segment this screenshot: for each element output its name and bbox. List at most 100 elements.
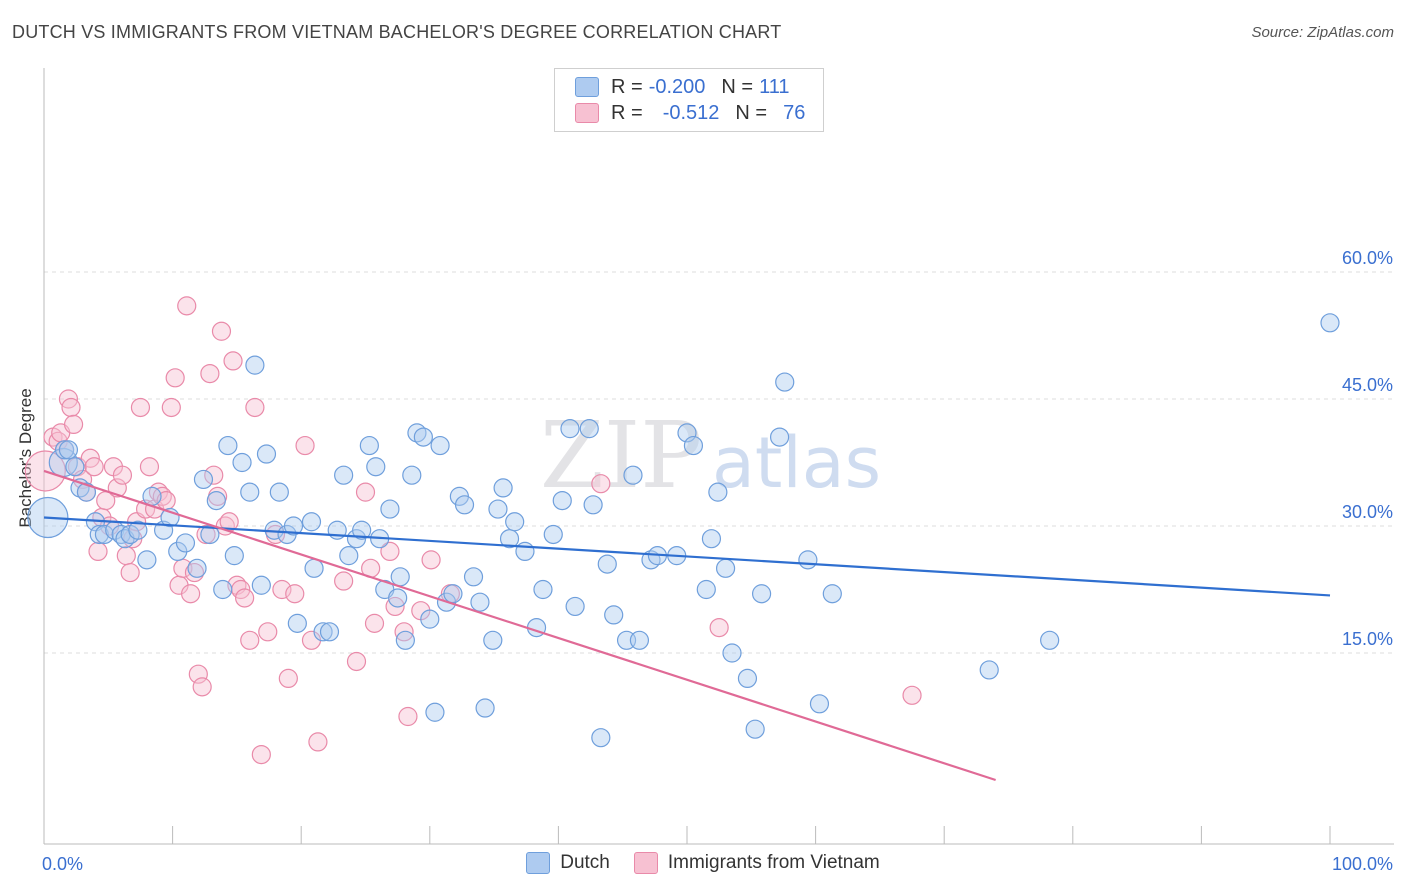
vietnam-point bbox=[295, 435, 315, 456]
vietnam-point bbox=[285, 584, 305, 604]
dutch-point bbox=[470, 592, 490, 612]
source-credit: Source: ZipAtlas.com bbox=[1251, 24, 1394, 41]
dutch-point bbox=[256, 444, 277, 464]
trend-lines bbox=[43, 469, 1331, 782]
vietnam-point bbox=[398, 706, 418, 727]
y-axis-label: Bachelor's Degree bbox=[16, 388, 35, 527]
dutch-point bbox=[413, 427, 433, 447]
dutch-point bbox=[65, 457, 85, 477]
legend-dutch-swatch bbox=[526, 852, 551, 874]
dutch-point bbox=[218, 435, 238, 456]
dutch-point bbox=[304, 558, 324, 578]
legend-vietnam-label: Immigrants from Vietnam bbox=[667, 852, 880, 873]
vietnam-point bbox=[204, 465, 224, 485]
vietnam-point bbox=[116, 546, 136, 566]
dutch-point bbox=[560, 419, 580, 439]
vietnam-r-label: R = bbox=[611, 101, 643, 124]
vietnam-point bbox=[380, 541, 400, 562]
vietnam-point bbox=[334, 571, 354, 591]
dutch-point bbox=[175, 533, 196, 553]
dutch-point bbox=[604, 605, 624, 625]
y-tick-label-45: 45.0% bbox=[1342, 375, 1393, 395]
dutch-point bbox=[583, 495, 603, 515]
dutch-point bbox=[463, 567, 484, 587]
dutch-point bbox=[339, 546, 359, 566]
vietnam-point bbox=[211, 321, 232, 341]
vietnam-point bbox=[165, 368, 185, 388]
vietnam-point bbox=[346, 651, 367, 672]
dutch-point bbox=[515, 541, 535, 562]
dutch-point bbox=[493, 478, 513, 498]
dutch-point bbox=[822, 584, 842, 604]
dutch-r-label: R = bbox=[611, 75, 643, 98]
dutch-swatch bbox=[575, 77, 599, 97]
legend-vietnam-swatch bbox=[633, 852, 658, 874]
dutch-point bbox=[443, 584, 463, 604]
dutch-point bbox=[565, 596, 585, 617]
y-tick-label-60: 60.0% bbox=[1342, 248, 1393, 268]
dutch-point bbox=[751, 584, 772, 604]
y-tick-labels: 15.0% 30.0% 45.0% 60.0% bbox=[1342, 248, 1393, 649]
vietnam-n-value: 76 bbox=[783, 101, 806, 124]
dutch-point bbox=[283, 516, 304, 536]
dutch-r-value: -0.200 bbox=[648, 75, 706, 98]
dutch-point bbox=[1040, 630, 1060, 650]
vietnam-point bbox=[235, 588, 255, 608]
dutch-point bbox=[313, 622, 333, 642]
dutch-point bbox=[380, 499, 400, 519]
legend-dutch-label: Dutch bbox=[560, 852, 610, 873]
dutch-point bbox=[352, 520, 372, 540]
series-legend: Dutch Immigrants from Vietnam bbox=[0, 852, 1406, 874]
dutch-point bbox=[76, 482, 97, 502]
vietnam-point bbox=[591, 474, 611, 494]
dutch-point bbox=[213, 579, 233, 600]
dutch-point bbox=[240, 482, 260, 502]
dutch-point bbox=[683, 435, 704, 456]
vietnam-point bbox=[120, 562, 140, 583]
vietnam-point bbox=[308, 732, 328, 752]
vietnam-point bbox=[278, 668, 298, 689]
dutch-point bbox=[420, 609, 440, 629]
vietnam-point bbox=[181, 584, 201, 604]
dutch-point bbox=[737, 668, 758, 689]
vietnam-trend-line bbox=[43, 469, 996, 782]
dutch-point bbox=[979, 660, 999, 680]
dutch-point bbox=[137, 550, 157, 570]
dutch-point bbox=[89, 524, 109, 545]
dutch-point bbox=[579, 419, 599, 439]
vietnam-point bbox=[84, 457, 104, 477]
dutch-point bbox=[701, 529, 722, 549]
dutch-point bbox=[769, 427, 790, 447]
vietnam-point bbox=[130, 397, 151, 418]
vietnam-n-label: N = bbox=[735, 101, 768, 124]
dutch-point bbox=[775, 372, 795, 392]
dutch-point bbox=[696, 579, 716, 600]
vietnam-point bbox=[112, 465, 133, 485]
dutch-point bbox=[388, 588, 408, 608]
vietnam-point bbox=[61, 397, 81, 418]
dutch-point bbox=[430, 435, 450, 456]
x-tick-label-100: 100.0% bbox=[1332, 854, 1393, 874]
vietnam-point bbox=[709, 617, 729, 638]
y-tick-label-30: 30.0% bbox=[1342, 502, 1393, 522]
vietnam-point bbox=[251, 744, 271, 765]
vietnam-point bbox=[139, 457, 160, 477]
dutch-point bbox=[708, 482, 728, 502]
dutch-point bbox=[715, 558, 736, 578]
dutch-point bbox=[319, 622, 340, 642]
dutch-point bbox=[543, 524, 563, 545]
dutch-point bbox=[58, 440, 79, 460]
watermark-atlas: atlas bbox=[712, 422, 881, 504]
gridlines bbox=[44, 271, 1394, 654]
dutch-point bbox=[798, 550, 818, 570]
dutch-point bbox=[287, 613, 307, 633]
dutch-point bbox=[94, 524, 115, 545]
dutch-point bbox=[224, 546, 244, 566]
dutch-point bbox=[623, 465, 643, 485]
dutch-point bbox=[187, 558, 207, 578]
dutch-point bbox=[390, 567, 410, 587]
dutch-point bbox=[597, 554, 617, 574]
dutch-point bbox=[552, 491, 572, 511]
dutch-n-value: 111 bbox=[759, 75, 790, 98]
